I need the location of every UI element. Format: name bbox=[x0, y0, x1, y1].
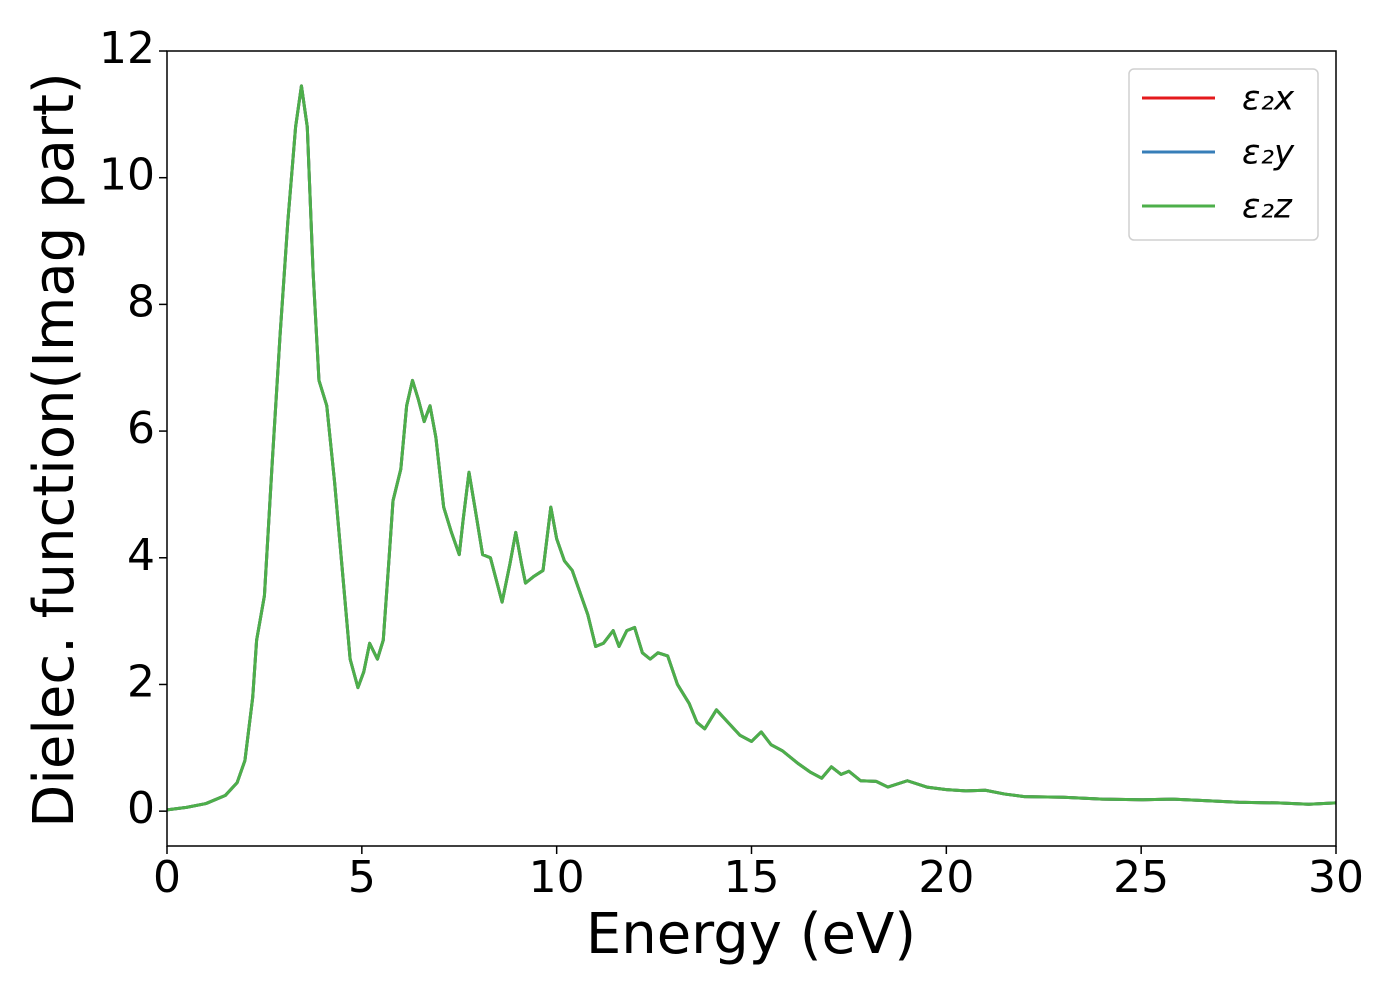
legend-label: ε₂z bbox=[1242, 187, 1293, 227]
y-tick-label: 4 bbox=[127, 530, 155, 581]
legend-label: ε₂y bbox=[1242, 133, 1295, 173]
plot-frame bbox=[166, 50, 1337, 847]
x-tick-label: 10 bbox=[529, 852, 585, 903]
y-tick-label: 10 bbox=[99, 150, 155, 201]
x-tick-label: 0 bbox=[153, 852, 181, 903]
y-tick-label: 2 bbox=[127, 656, 155, 707]
legend-label: ε₂x bbox=[1242, 79, 1295, 119]
line-series bbox=[166, 84, 1337, 812]
x-tick-label: 5 bbox=[348, 852, 376, 903]
y-tick-label: 0 bbox=[127, 783, 155, 834]
x-axis-label: Energy (eV) bbox=[586, 902, 916, 967]
y-tick-label: 8 bbox=[127, 276, 155, 327]
y-tick-label: 6 bbox=[127, 403, 155, 454]
x-tick-label: 25 bbox=[1113, 852, 1169, 903]
y-tick-label: 12 bbox=[99, 23, 155, 74]
x-tick-label: 20 bbox=[918, 852, 974, 903]
legend-box bbox=[1128, 68, 1319, 241]
y-axis-label: Dielec. function(Imag part) bbox=[22, 72, 87, 828]
x-tick-label: 30 bbox=[1308, 852, 1364, 903]
x-tick-label: 15 bbox=[724, 852, 780, 903]
